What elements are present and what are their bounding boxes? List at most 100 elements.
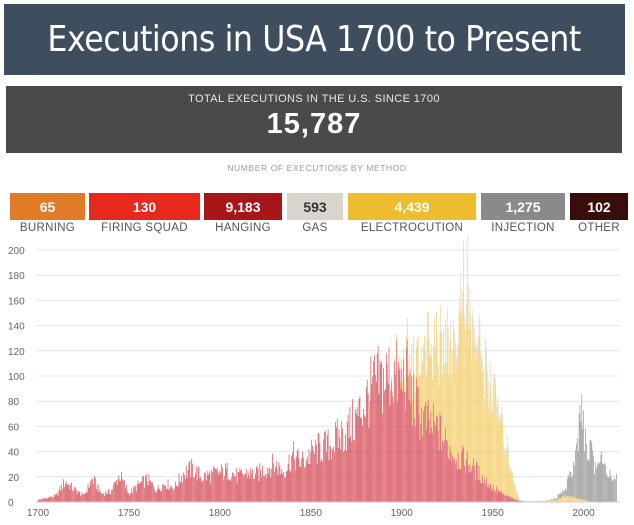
bar-injection: [554, 497, 555, 500]
bar-gas: [519, 500, 521, 502]
bar-hanging: [376, 353, 378, 502]
bar-hanging: [224, 476, 225, 502]
bar-hanging: [132, 492, 133, 502]
bar-injection: [557, 493, 559, 499]
method-injection: 1,275 INJECTION: [481, 193, 565, 234]
bar-hanging: [54, 494, 55, 502]
bar-hanging: [478, 465, 480, 502]
bar-hanging: [219, 470, 221, 502]
bar-electrocution: [386, 362, 388, 364]
bar-hanging: [161, 490, 162, 502]
bar-electrocution: [584, 499, 585, 502]
bar-electrocution: [446, 312, 448, 442]
bar-hanging: [342, 428, 343, 502]
bar-injection: [593, 455, 594, 502]
bar-hanging: [150, 480, 152, 502]
bar-hanging: [50, 495, 52, 502]
page-title: Executions in USA 1700 to Present: [47, 19, 582, 60]
bar-hanging: [494, 491, 495, 502]
bar-hanging: [94, 476, 95, 502]
bar-hanging: [296, 450, 298, 502]
bar-hanging: [58, 490, 60, 502]
bar-electrocution: [470, 329, 472, 473]
bar-hanging: [465, 459, 467, 502]
bar-electrocution: [500, 424, 502, 491]
bar-hanging: [153, 485, 154, 502]
bar-electrocution: [431, 344, 433, 428]
bar-electrocution: [545, 500, 546, 502]
bar-injection: [579, 405, 581, 499]
bar-hanging: [498, 491, 500, 502]
bar-gas: [516, 491, 517, 494]
bar-hanging: [469, 464, 471, 502]
bar-hanging: [256, 466, 258, 502]
bar-hanging: [164, 485, 166, 502]
bar-hanging: [320, 461, 322, 502]
bar-gas: [456, 345, 458, 360]
bar-gas: [485, 337, 486, 349]
bar-hanging: [409, 369, 411, 502]
bar-electrocution: [418, 374, 420, 415]
bar-hanging: [345, 450, 347, 502]
bar-electrocution: [552, 500, 554, 502]
bar-electrocution: [582, 499, 584, 502]
bar-gas: [516, 490, 518, 493]
bar-electrocution: [482, 370, 484, 476]
bar-injection: [608, 477, 610, 502]
bar-hanging: [75, 489, 77, 502]
bar-hanging: [259, 463, 261, 502]
bar-gas: [482, 356, 484, 371]
x-tick-label: 1950: [482, 508, 505, 519]
method-label: ELECTROCUTION: [360, 222, 464, 234]
bar-injection: [601, 451, 603, 502]
bar-hanging: [252, 469, 253, 502]
bar-hanging: [393, 403, 394, 502]
bar-electrocution: [438, 385, 440, 451]
bar-hanging: [272, 453, 273, 502]
bar-hanging: [66, 484, 68, 502]
bar-gas: [468, 329, 470, 349]
bar-hanging: [413, 373, 414, 502]
bar-hanging: [230, 481, 232, 502]
bar-gas: [443, 329, 444, 332]
bar-electrocution: [433, 345, 434, 404]
y-tick-label: 200: [8, 246, 25, 257]
bar-hanging: [143, 475, 144, 502]
bar-hanging: [285, 477, 286, 502]
bar-hanging: [152, 482, 153, 502]
bar-hanging: [281, 469, 283, 502]
bar-hanging: [104, 491, 106, 502]
bar-hanging: [305, 459, 307, 502]
bar-hanging: [312, 445, 313, 502]
bar-electrocution: [459, 320, 461, 469]
bar-gas: [513, 480, 514, 485]
bar-hanging: [158, 488, 160, 502]
bar-hanging: [366, 379, 368, 502]
bar-gas: [480, 352, 482, 364]
bar-electrocution: [548, 500, 550, 502]
bar-electrocution: [557, 498, 559, 502]
bar-hanging: [398, 370, 400, 502]
bar-hanging: [113, 484, 114, 502]
bar-electrocution: [434, 316, 435, 422]
method-chip: 102: [570, 193, 628, 220]
bar-hanging: [131, 488, 132, 502]
y-tick-label: 40: [8, 448, 20, 459]
bar-hanging: [270, 478, 272, 502]
bar-hanging: [470, 472, 472, 502]
bar-hanging: [447, 457, 449, 502]
bar-hanging: [487, 484, 489, 502]
bar-hanging: [189, 460, 191, 502]
bar-electrocution: [567, 494, 569, 502]
bar-electrocution: [488, 417, 490, 489]
bar-hanging: [437, 430, 439, 502]
bar-hanging: [90, 480, 92, 502]
bar-electrocution: [555, 500, 556, 502]
method-label: HANGING: [215, 222, 271, 234]
bar-electrocution: [581, 499, 583, 502]
bar-hanging: [417, 387, 419, 502]
bar-hanging: [106, 494, 108, 502]
bar-hanging: [229, 480, 231, 502]
bar-electrocution: [486, 383, 488, 488]
bar-hanging: [42, 498, 43, 502]
